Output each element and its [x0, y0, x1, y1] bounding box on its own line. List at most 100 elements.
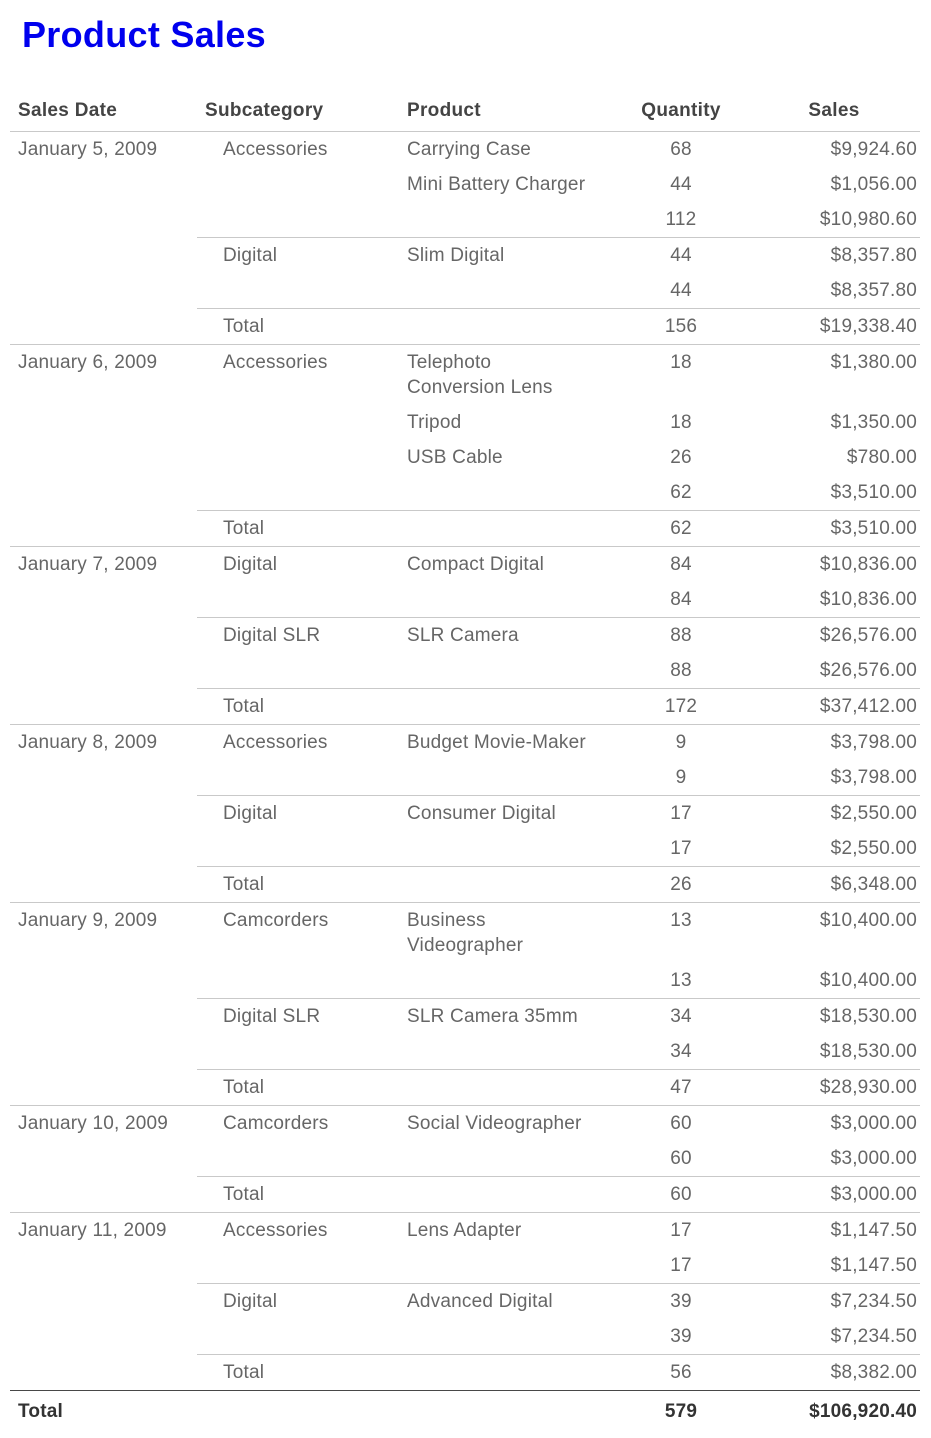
grand-total-label: Total: [10, 1390, 197, 1433]
table-body: January 5, 2009 Accessories Carrying Case 6…: [10, 132, 920, 1391]
column-header-product[interactable]: Product: [395, 96, 614, 132]
table-row: Total 56 $8,382.00: [10, 1354, 920, 1391]
cell-product: [395, 308, 614, 345]
table-row: 34 $18,530.00: [10, 1034, 920, 1070]
cell-sales: $6,348.00: [748, 866, 920, 903]
cell-product: Budget Movie-Maker: [395, 724, 614, 760]
cell-quantity: 9: [614, 724, 748, 760]
cell-quantity: 62: [614, 510, 748, 547]
cell-subcategory: [197, 475, 395, 511]
column-header-sales-date[interactable]: Sales Date: [10, 96, 197, 132]
cell-quantity: 44: [670, 174, 692, 195]
table-row: 60 $3,000.00: [10, 1141, 920, 1177]
cell-date: [10, 796, 197, 832]
cell-date: January 10, 2009: [10, 1105, 197, 1141]
table-row: 17 $2,550.00: [10, 831, 920, 867]
cell-sales: $26,576.00: [748, 617, 920, 653]
cell-date: [10, 511, 197, 547]
cell-product: [395, 510, 614, 547]
cell-subcategory: [197, 1141, 395, 1177]
cell-sales: $8,357.80: [748, 237, 920, 273]
cell-product: [395, 582, 614, 618]
cell-sales: $7,234.50: [748, 1283, 920, 1319]
cell-quantity: 84: [614, 546, 748, 582]
cell-sales: $3,000.00: [748, 1105, 920, 1141]
cell-quantity: 13: [614, 902, 748, 963]
cell-date: [10, 582, 197, 618]
cell-product: [395, 1354, 614, 1391]
cell-sales: $3,510.00: [830, 482, 917, 503]
grand-total-spacer: [197, 1390, 395, 1433]
cell-date: [10, 273, 197, 309]
cell-sales: $18,530.00: [748, 998, 920, 1034]
cell-date: [10, 760, 197, 796]
cell-quantity: 13: [670, 970, 692, 991]
cell-quantity: 34: [670, 1041, 692, 1062]
cell-product: Social Videographer: [395, 1105, 614, 1141]
cell-product: [395, 1176, 614, 1213]
table-row: 13 $10,400.00: [10, 963, 920, 999]
cell-product: [395, 475, 614, 511]
cell-sales: $2,550.00: [748, 795, 920, 831]
cell-product: Advanced Digital: [395, 1283, 614, 1319]
cell-date: [10, 440, 197, 475]
cell-sales: $10,836.00: [748, 546, 920, 582]
cell-product: SLR Camera: [395, 617, 614, 653]
cell-date: January 11, 2009: [10, 1212, 197, 1248]
cell-product: Slim Digital: [395, 237, 614, 273]
cell-date: [10, 1177, 197, 1213]
table-row: Mini Battery Charger 44 $1,056.00: [10, 167, 920, 202]
cell-sales: $10,836.00: [819, 589, 917, 610]
table-row: Total 26 $6,348.00: [10, 866, 920, 903]
cell-date: January 7, 2009: [10, 546, 197, 582]
cell-quantity: 84: [670, 589, 692, 610]
cell-sales: $3,798.00: [830, 767, 917, 788]
cell-quantity: 172: [614, 688, 748, 725]
table-row: 88 $26,576.00: [10, 653, 920, 689]
cell-quantity: 17: [670, 1255, 692, 1276]
cell-product: [395, 1248, 614, 1284]
column-header-sales[interactable]: Sales: [748, 96, 920, 132]
cell-sales: $780.00: [846, 447, 917, 468]
cell-date: January 5, 2009: [18, 139, 158, 160]
cell-subcategory: [197, 582, 395, 618]
cell-date: [10, 1355, 197, 1391]
cell-product: Consumer Digital: [395, 795, 614, 831]
cell-date: January 6, 2009: [10, 344, 197, 405]
cell-product: [395, 1319, 614, 1355]
cell-date: [10, 475, 197, 511]
cell-subcategory: Digital: [197, 237, 395, 273]
cell-date: [10, 202, 197, 238]
table-row: 112 $10,980.60: [10, 202, 920, 238]
table-row: January 7, 2009 Digital Compact Digital 84 $…: [10, 546, 920, 582]
cell-sales: $8,382.00: [748, 1354, 920, 1391]
cell-quantity: 39: [614, 1283, 748, 1319]
cell-quantity: 17: [614, 795, 748, 831]
cell-subcategory: Digital: [197, 546, 395, 582]
cell-product: [395, 1141, 614, 1177]
cell-sales: $19,338.40: [748, 308, 920, 345]
cell-quantity: 47: [614, 1069, 748, 1106]
cell-subcategory: Total: [197, 1069, 395, 1106]
column-header-quantity[interactable]: Quantity: [614, 96, 748, 132]
column-header-subcategory[interactable]: Subcategory: [197, 96, 395, 132]
cell-product: [395, 760, 614, 796]
cell-subcategory: [197, 963, 395, 999]
cell-sales: $1,056.00: [830, 174, 917, 195]
cell-quantity: 60: [670, 1148, 692, 1169]
grand-total-spacer: [395, 1390, 614, 1433]
table-footer: Total 579 $106,920.40: [10, 1390, 920, 1433]
page-title: Product Sales: [22, 14, 266, 55]
table-row: January 5, 2009 Accessories Carrying Case 6…: [10, 132, 920, 168]
cell-sales: $2,550.00: [830, 838, 917, 859]
cell-quantity: 88: [614, 617, 748, 653]
cell-product: [395, 1069, 614, 1106]
cell-quantity: 17: [670, 838, 692, 859]
cell-subcategory: [197, 440, 395, 475]
table-row: 62 $3,510.00: [10, 475, 920, 511]
cell-date: [10, 831, 197, 867]
table-row: Total 47 $28,930.00: [10, 1069, 920, 1106]
cell-product: [395, 866, 614, 903]
cell-quantity: 60: [614, 1176, 748, 1213]
cell-sales: $1,350.00: [830, 412, 917, 433]
